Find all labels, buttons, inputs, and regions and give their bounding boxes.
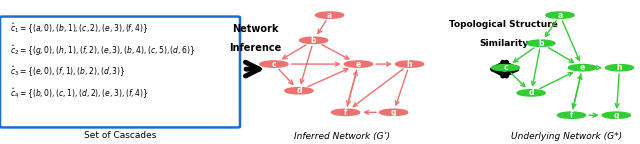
Circle shape xyxy=(344,61,372,67)
Text: $\hat{\mathit{c}}_1 = \{(\mathit{a},0),(\mathit{b},1),(\mathit{c},2),(\mathit{e}: $\hat{\mathit{c}}_1 = \{(\mathit{a},0),(… xyxy=(10,22,148,36)
Circle shape xyxy=(557,112,586,118)
Text: e: e xyxy=(580,63,585,72)
Text: Network: Network xyxy=(232,24,278,34)
Text: Similarity: Similarity xyxy=(479,39,528,48)
Circle shape xyxy=(546,12,574,18)
FancyBboxPatch shape xyxy=(0,17,240,127)
Text: Topological Structure: Topological Structure xyxy=(449,20,558,29)
Circle shape xyxy=(602,112,630,118)
Text: b: b xyxy=(538,39,543,48)
Text: a: a xyxy=(557,11,563,20)
Circle shape xyxy=(605,65,634,71)
Circle shape xyxy=(316,12,344,18)
Text: c: c xyxy=(503,63,508,72)
Circle shape xyxy=(492,65,520,71)
Text: a: a xyxy=(327,11,332,20)
Text: h: h xyxy=(407,60,412,69)
Text: g: g xyxy=(614,111,619,120)
Text: g: g xyxy=(391,108,396,117)
Circle shape xyxy=(396,61,424,67)
Text: $\hat{\mathit{c}}_2 = \{(\mathit{g},0),(\mathit{h},1),(\mathit{f},2),(\mathit{e}: $\hat{\mathit{c}}_2 = \{(\mathit{g},0),(… xyxy=(10,43,196,58)
Circle shape xyxy=(285,88,313,94)
Circle shape xyxy=(260,61,288,67)
Circle shape xyxy=(380,109,408,115)
Text: d: d xyxy=(529,88,534,97)
Circle shape xyxy=(527,40,555,46)
Text: $\hat{\mathit{c}}_3 = \{(\mathit{e},0),(\mathit{f},1),(\mathit{b},2),(\mathit{d}: $\hat{\mathit{c}}_3 = \{(\mathit{e},0),(… xyxy=(10,65,126,79)
Text: Set of Cascades: Set of Cascades xyxy=(84,131,157,140)
Text: Inference: Inference xyxy=(229,42,282,53)
Text: $\hat{\mathit{c}}_4 = \{(\mathit{b},0),(\mathit{c},1),(\mathit{d},2),(\mathit{e}: $\hat{\mathit{c}}_4 = \{(\mathit{b},0),(… xyxy=(10,87,148,101)
Text: e: e xyxy=(356,60,361,69)
Circle shape xyxy=(300,37,328,43)
Text: d: d xyxy=(296,86,301,95)
Text: h: h xyxy=(617,63,622,72)
Text: f: f xyxy=(570,111,573,120)
Text: Underlying Network (G*): Underlying Network (G*) xyxy=(511,132,622,141)
Text: b: b xyxy=(311,36,316,45)
Circle shape xyxy=(568,65,596,71)
Circle shape xyxy=(517,90,545,96)
Text: c: c xyxy=(271,60,276,69)
Circle shape xyxy=(332,109,360,115)
Text: f: f xyxy=(344,108,348,117)
Text: Inferred Network (G’): Inferred Network (G’) xyxy=(294,132,390,141)
